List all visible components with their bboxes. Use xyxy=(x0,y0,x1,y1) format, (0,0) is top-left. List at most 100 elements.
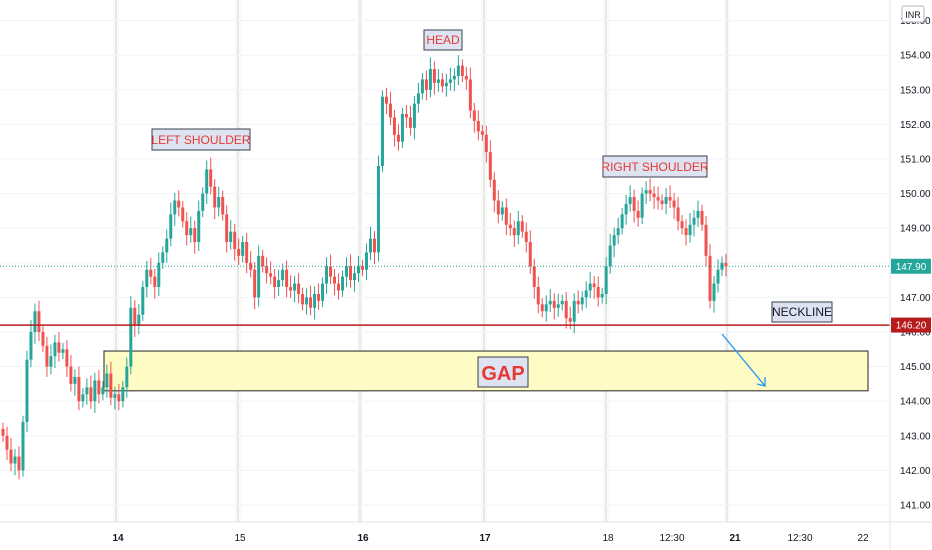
left-shoulder-annotation[interactable]: LEFT SHOULDER xyxy=(151,128,251,151)
candle-body xyxy=(345,266,349,277)
candle-body xyxy=(357,266,361,274)
candle-body xyxy=(153,276,157,288)
candle-body xyxy=(5,435,9,450)
candle-body xyxy=(29,332,33,360)
candle-body xyxy=(205,169,209,194)
neckline-price-value: 146.20 xyxy=(896,321,927,332)
candle-body xyxy=(404,114,408,118)
candle-body xyxy=(672,200,676,208)
candle-body xyxy=(253,269,257,298)
candle-body xyxy=(297,283,301,294)
candle-body xyxy=(201,193,205,211)
candle-body xyxy=(628,197,632,204)
candle-body xyxy=(696,210,700,218)
candle-body xyxy=(648,190,652,194)
candle-body xyxy=(173,200,177,215)
candle-body xyxy=(225,214,229,243)
time-tick-label: 14 xyxy=(112,533,124,544)
candle-body xyxy=(456,65,460,76)
time-tick-label: 21 xyxy=(729,533,741,544)
candle-body xyxy=(309,297,313,308)
candle-body xyxy=(349,266,353,281)
candle-body xyxy=(460,65,464,76)
price-tick-label: 141.00 xyxy=(900,501,931,512)
candle-body xyxy=(716,269,720,284)
candle-body xyxy=(221,197,225,215)
candle-body xyxy=(464,75,468,80)
candle-body xyxy=(384,96,388,104)
candle-body xyxy=(616,228,620,236)
candle-body xyxy=(85,387,89,395)
candle-body xyxy=(285,269,289,288)
time-tick-label: 18 xyxy=(602,533,614,544)
candle-body xyxy=(105,373,109,388)
candle-body xyxy=(724,262,728,267)
candle-body xyxy=(277,280,281,288)
candle-body xyxy=(392,117,396,135)
candle-body xyxy=(89,387,93,402)
candle-body xyxy=(17,456,21,471)
time-tick-label: 12:30 xyxy=(787,533,812,544)
last-price-badge: 147.90 xyxy=(891,258,931,274)
candle-body xyxy=(624,203,628,215)
candle-body xyxy=(532,266,536,288)
candle-body xyxy=(49,356,53,367)
currency-badge[interactable]: INR xyxy=(901,5,925,23)
price-tick-label: 147.00 xyxy=(900,293,931,304)
candle-body xyxy=(468,79,472,111)
candle-body xyxy=(1,428,5,436)
candle-body xyxy=(73,376,77,384)
candle-body xyxy=(552,300,556,308)
candle-body xyxy=(480,131,484,135)
candle-body xyxy=(476,120,480,132)
price-tick-label: 153.00 xyxy=(900,85,931,96)
candle-body xyxy=(113,394,117,398)
candle-body xyxy=(125,366,129,388)
candle-body xyxy=(353,273,357,281)
candle-body xyxy=(512,228,516,236)
candle-body xyxy=(452,75,456,80)
candle-body xyxy=(145,269,149,288)
candle-body xyxy=(21,421,25,471)
down-arrow-icon[interactable] xyxy=(721,333,766,387)
price-axis[interactable]: 141.00 142.00 143.00 144.00 145.00 146.00 147.… xyxy=(889,0,931,550)
candle-body xyxy=(372,238,376,253)
candle-body xyxy=(237,248,241,256)
candle-body xyxy=(141,287,145,315)
gap-annotation[interactable]: GAP xyxy=(477,356,529,388)
candle-body xyxy=(496,200,500,215)
candle-body xyxy=(157,262,161,288)
candle-body xyxy=(664,197,668,204)
candle-body xyxy=(293,283,297,291)
candle-body xyxy=(133,307,137,326)
candle-body xyxy=(676,207,680,222)
candle-body xyxy=(329,266,333,277)
candle-body xyxy=(41,332,45,346)
neckline-annotation[interactable]: NECKLINE xyxy=(771,301,833,323)
candle-body xyxy=(265,266,269,274)
currency-label: INR xyxy=(905,10,921,20)
time-axis[interactable]: 14 15 16 17 18 12:30 21 12:30 22 xyxy=(0,521,932,544)
candle-body xyxy=(656,197,660,201)
candle-body xyxy=(556,304,560,308)
price-tick-label: 144.00 xyxy=(900,397,931,408)
candle-body xyxy=(484,134,488,153)
neckline-label: NECKLINE xyxy=(772,305,832,319)
candle-body xyxy=(313,293,317,308)
candle-body xyxy=(560,300,564,305)
candle-body xyxy=(472,110,476,121)
chart-background xyxy=(0,0,890,522)
candle-body xyxy=(508,224,512,229)
candle-body xyxy=(193,228,197,243)
candle-body xyxy=(620,214,624,229)
candle-body xyxy=(416,93,420,104)
candle-body xyxy=(161,252,165,263)
head-annotation[interactable]: HEAD xyxy=(423,29,463,51)
candle-body xyxy=(376,165,380,253)
candle-body xyxy=(185,221,189,236)
right-shoulder-annotation[interactable]: RIGHT SHOULDER xyxy=(601,155,709,178)
candle-body xyxy=(528,242,532,267)
time-tick-label: 22 xyxy=(857,533,869,544)
candle-body xyxy=(408,117,412,128)
